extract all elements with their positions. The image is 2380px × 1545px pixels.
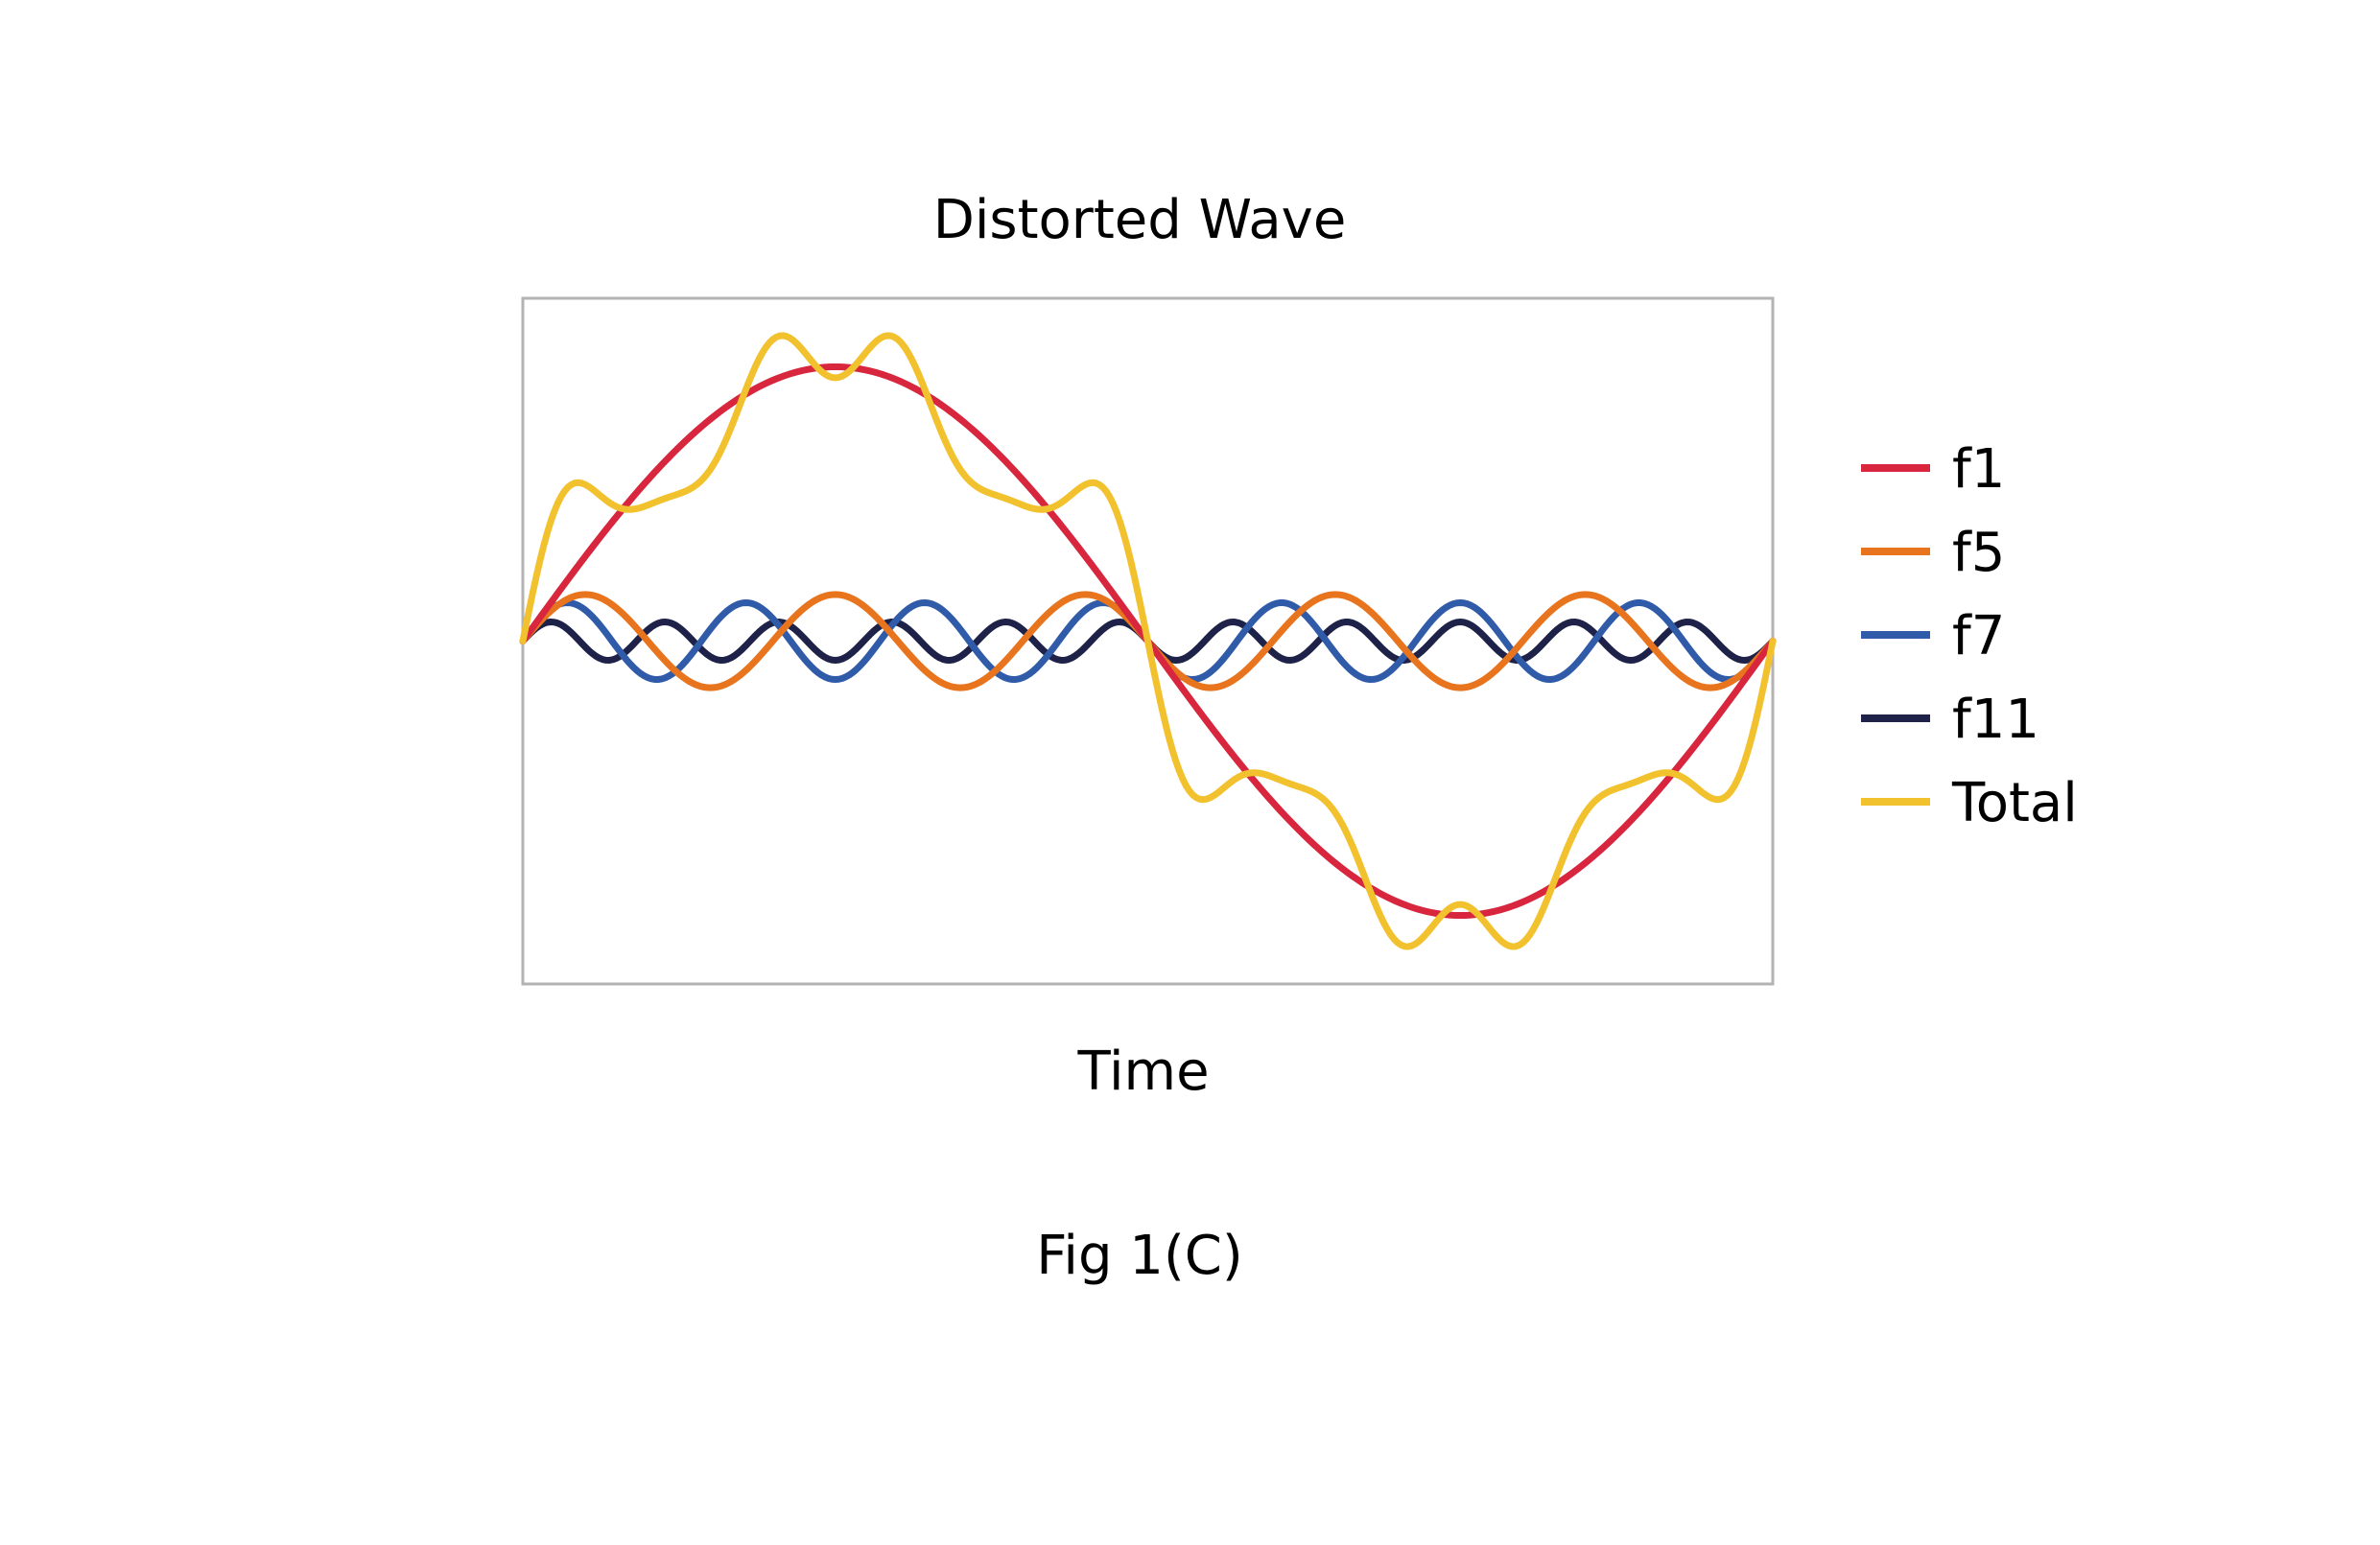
- series-line-total: [519, 332, 1777, 950]
- chart-title: Distorted Wave: [933, 189, 1347, 251]
- figure-caption: Fig 1(C): [1036, 1225, 1242, 1287]
- legend-item-f7: f7: [1861, 605, 2005, 667]
- legend-label: f5: [1952, 522, 2005, 584]
- series-layer: [519, 332, 1777, 950]
- legend-label: f7: [1952, 605, 2005, 667]
- legend-item-total: Total: [1861, 772, 2078, 834]
- legend-item-f5: f5: [1861, 522, 2005, 584]
- legend: f1 f5 f7 f11 Total: [1861, 438, 2078, 834]
- legend-item-f11: f11: [1861, 689, 2039, 751]
- legend-item-f1: f1: [1861, 438, 2005, 501]
- legend-label: f11: [1952, 689, 2039, 751]
- legend-label: f1: [1952, 438, 2005, 501]
- x-axis-label: Time: [1076, 1041, 1209, 1103]
- legend-label: Total: [1951, 772, 2078, 834]
